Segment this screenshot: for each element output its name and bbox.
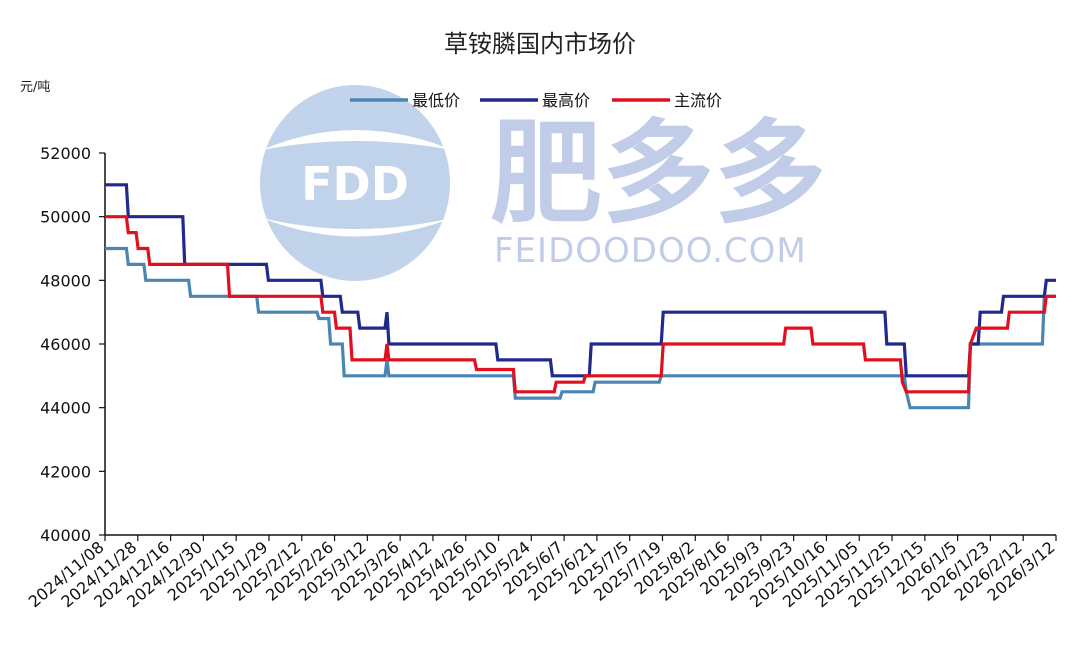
series-line-主流价 <box>105 215 1056 394</box>
series-lines <box>105 183 1056 410</box>
watermark-logo-text: FDD <box>301 157 409 211</box>
y-tick-label: 50000 <box>40 208 91 227</box>
y-axis: 40000 42000 44000 46000 48000 50000 52000 <box>40 144 106 545</box>
y-tick-label: 44000 <box>40 399 91 418</box>
y-axis-unit: 元/吨 <box>20 80 50 95</box>
y-tick-label: 48000 <box>40 271 91 290</box>
legend-label: 最高价 <box>542 91 590 110</box>
y-tick-label: 42000 <box>40 462 91 481</box>
legend-label: 主流价 <box>674 91 722 110</box>
chart-title: 草铵膦国内市场价 <box>444 30 636 58</box>
x-axis: 2024/11/082024/11/282024/12/162024/12/30… <box>25 534 1059 611</box>
series-line-最高价 <box>105 183 1056 378</box>
fdd-logo-icon: FDD <box>260 85 452 281</box>
watermark: FDD 肥多多 FEIDOODOO.COM <box>260 85 826 281</box>
legend: 最低价 最高价 主流价 <box>350 91 722 110</box>
y-tick-label: 52000 <box>40 144 91 163</box>
watermark-url: FEIDOODOO.COM <box>494 231 807 271</box>
watermark-brand: 肥多多 <box>490 109 826 239</box>
series-line-最低价 <box>105 246 1056 410</box>
y-tick-label: 46000 <box>40 335 91 354</box>
y-tick-label: 40000 <box>40 526 91 545</box>
legend-label: 最低价 <box>412 91 460 110</box>
